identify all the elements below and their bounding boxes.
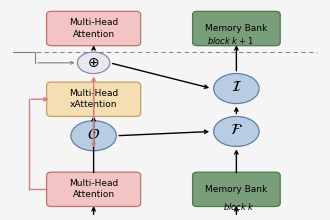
Text: Multi-Head
Attention: Multi-Head Attention	[69, 179, 118, 199]
Text: $\mathcal{F}$: $\mathcal{F}$	[230, 123, 243, 137]
FancyBboxPatch shape	[47, 11, 141, 46]
Circle shape	[78, 52, 110, 73]
Circle shape	[214, 73, 259, 104]
FancyBboxPatch shape	[47, 172, 141, 207]
Text: $\mathcal{I}$: $\mathcal{I}$	[231, 81, 242, 94]
Text: block $k+1$: block $k+1$	[207, 35, 254, 46]
FancyBboxPatch shape	[193, 172, 280, 207]
Text: block $k$: block $k$	[223, 201, 255, 212]
Text: Memory Bank: Memory Bank	[205, 185, 268, 194]
Text: Memory Bank: Memory Bank	[205, 24, 268, 33]
Circle shape	[214, 116, 259, 147]
FancyBboxPatch shape	[47, 82, 141, 116]
Text: Multi-Head
Attention: Multi-Head Attention	[69, 18, 118, 38]
Text: $\mathcal{O}$: $\mathcal{O}$	[87, 127, 100, 142]
Text: $\oplus$: $\oplus$	[87, 56, 100, 70]
Circle shape	[71, 121, 116, 151]
FancyBboxPatch shape	[193, 11, 280, 46]
Text: Multi-Head
xAttention: Multi-Head xAttention	[69, 89, 118, 109]
